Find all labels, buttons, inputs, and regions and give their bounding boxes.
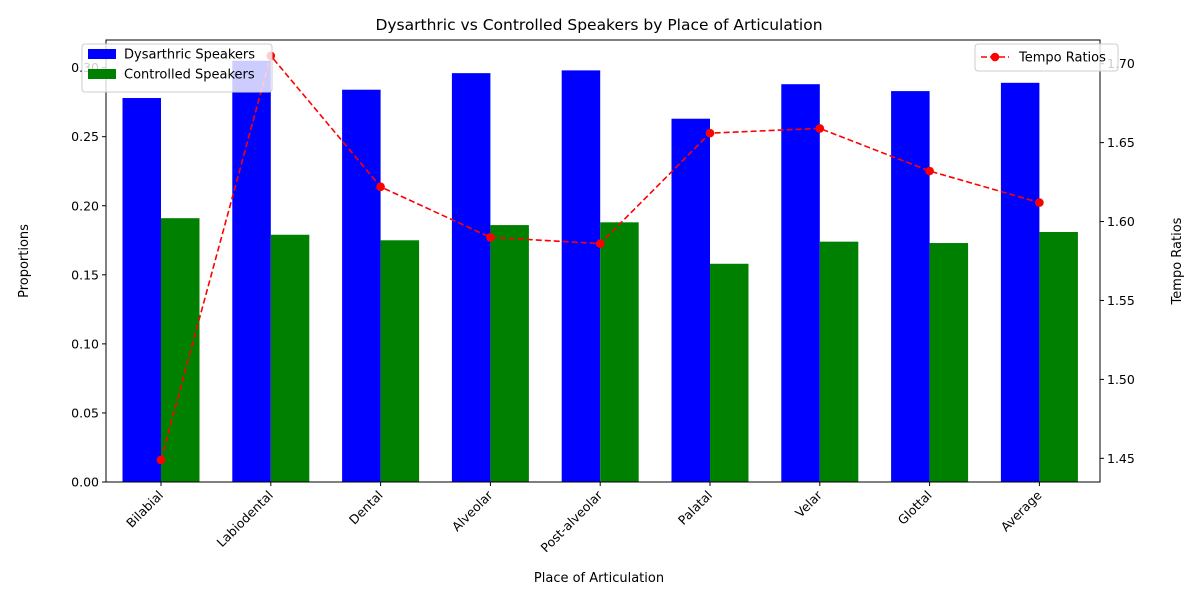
x-tick-label: Labiodental xyxy=(214,488,276,550)
bar-dysarthric-average xyxy=(1000,82,1040,482)
legend-box-right xyxy=(974,43,1119,72)
bar-controlled-velar xyxy=(819,241,859,482)
bar-dysarthric-velar xyxy=(781,84,820,482)
x-tick-label: Glottal xyxy=(895,488,935,528)
y-tick-label-right: 1.65 xyxy=(1107,135,1135,150)
bar-controlled-alveolar xyxy=(490,225,529,482)
x-tick-label: Post-alveolar xyxy=(538,487,606,555)
tempo-point-dental xyxy=(376,182,385,192)
bar-dysarthric-post-alveolar xyxy=(561,70,601,482)
legend-label: Tempo Ratios xyxy=(1018,51,1106,66)
bar-controlled-glottal xyxy=(929,243,969,482)
bar-dysarthric-alveolar xyxy=(451,73,491,483)
bar-controlled-bilabial xyxy=(161,218,200,482)
bar-controlled-dental xyxy=(380,240,420,482)
bar-controlled-labiodental xyxy=(270,234,310,482)
bar-dysarthric-palatal xyxy=(671,118,710,482)
tempo-point-glottal xyxy=(925,166,934,176)
legend-swatch xyxy=(88,69,116,79)
y-tick-label-left: 0.15 xyxy=(71,267,99,282)
tempo-point-alveolar xyxy=(486,233,495,242)
x-axis: Bilabial Labiodental Dental Alveolar Post-al… xyxy=(123,482,1045,555)
tempo-point-post-alveolar xyxy=(595,239,605,248)
y-tick-label-right: 1.55 xyxy=(1107,293,1135,308)
x-tick-label: Dental xyxy=(346,488,386,528)
bar-dysarthric-bilabial xyxy=(122,98,161,482)
x-tick-label: Bilabial xyxy=(123,488,166,531)
bar-dysarthric-labiodental xyxy=(232,60,271,482)
tempo-line-layer xyxy=(156,51,1044,465)
y-axis-left: 0.000.050.100.150.200.250.30 xyxy=(71,60,106,490)
legend-bars: Dysarthric Speakers Controlled Speakers xyxy=(81,43,273,93)
bar-dysarthric-glottal xyxy=(891,91,930,482)
y-tick-label-left: 0.20 xyxy=(71,198,99,213)
plot-frame xyxy=(105,39,1101,483)
y-tick-label-left: 0.10 xyxy=(71,336,99,351)
legend-label: Dysarthric Speakers xyxy=(124,48,255,63)
legend-swatch xyxy=(88,49,116,59)
legend-label: Controlled Speakers xyxy=(124,68,255,83)
y-tick-label-left: 0.25 xyxy=(71,129,99,144)
x-tick-label: Palatal xyxy=(675,488,715,528)
bar-controlled-average xyxy=(1039,231,1078,482)
y-axis-label-left: Proportions xyxy=(17,224,32,298)
tempo-point-average xyxy=(1035,198,1044,207)
chart-title: Dysarthric vs Controlled Speakers by Pla… xyxy=(375,16,822,34)
y-axis-label-right: Tempo Ratios xyxy=(1170,217,1185,305)
legend-marker xyxy=(990,52,1000,62)
tempo-point-velar xyxy=(815,124,825,133)
tempo-point-bilabial xyxy=(156,455,166,465)
x-axis-label: Place of Articulation xyxy=(534,571,664,586)
y-tick-label-left: 0.05 xyxy=(71,405,99,420)
y-tick-label-right: 1.45 xyxy=(1107,451,1135,466)
legend-line: Tempo Ratios xyxy=(974,43,1119,72)
bar-controlled-palatal xyxy=(710,263,749,482)
x-tick-label: Velar xyxy=(792,487,826,521)
x-tick-label: Average xyxy=(998,487,1045,534)
legend-box-left xyxy=(81,43,273,93)
y-tick-label-left: 0.00 xyxy=(71,475,99,490)
x-tick-label: Alveolar xyxy=(449,487,496,534)
y-tick-label-right: 1.50 xyxy=(1107,372,1135,387)
bar-dysarthric-dental xyxy=(342,89,381,482)
tempo-point-palatal xyxy=(705,128,715,138)
bar-controlled-post-alveolar xyxy=(600,222,639,482)
bars-layer xyxy=(122,60,1078,483)
y-axis-right: 1.451.501.551.601.651.70 xyxy=(1100,56,1135,466)
y-tick-label-right: 1.60 xyxy=(1107,214,1135,229)
